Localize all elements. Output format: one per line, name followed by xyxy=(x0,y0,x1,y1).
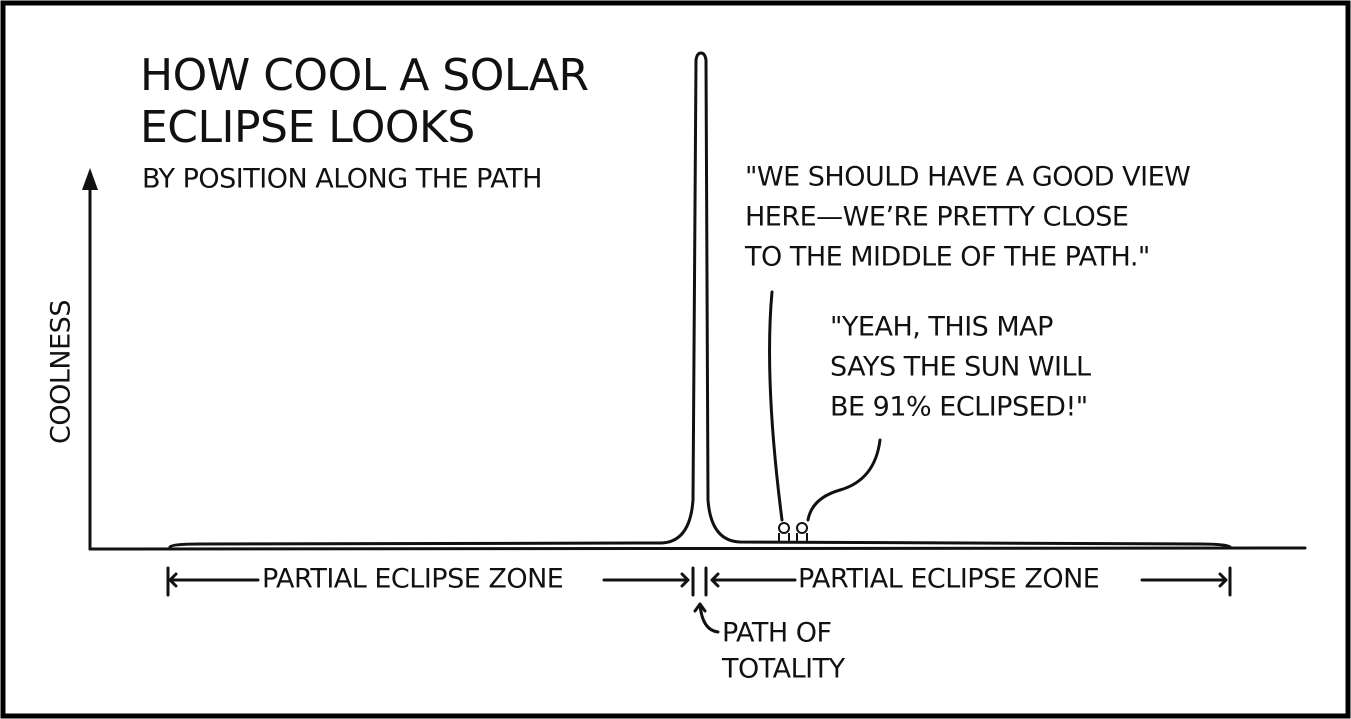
quote-2: BE 91% ECLIPSED!" xyxy=(830,392,1088,423)
quote-1: TO THE MIDDLE OF THE PATH." xyxy=(744,242,1150,273)
totality-label: PATH OF xyxy=(722,618,832,649)
y-label: COOLNESS xyxy=(46,300,77,444)
subtitle: BY POSITION ALONG THE PATH xyxy=(142,164,542,195)
zone-label: PARTIAL ECLIPSE ZONE xyxy=(262,564,563,595)
comic: HOW COOL A SOLAR ECLIPSE LOOKS BY POSITI… xyxy=(0,0,1351,719)
title-line: ECLIPSE LOOKS xyxy=(140,102,475,153)
quote-1: HERE—WE’RE PRETTY CLOSE xyxy=(745,202,1129,233)
quote-2: "YEAH, THIS MAP xyxy=(830,312,1053,343)
totality-label: TOTALITY xyxy=(721,654,846,685)
title-line: HOW COOL A SOLAR xyxy=(140,50,589,101)
quote-2: SAYS THE SUN WILL xyxy=(830,352,1091,383)
x-axis xyxy=(90,548,1305,549)
quote-1: "WE SHOULD HAVE A GOOD VIEW xyxy=(745,162,1190,193)
zone-label: PARTIAL ECLIPSE ZONE xyxy=(798,564,1099,595)
